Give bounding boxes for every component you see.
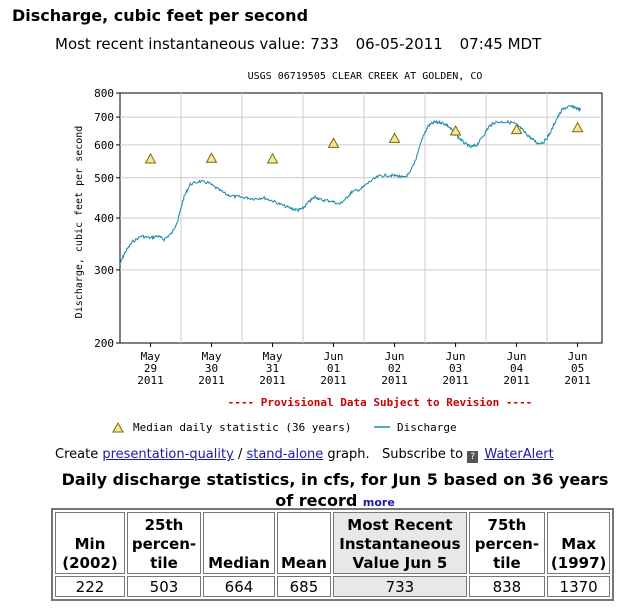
more-link[interactable]: more (362, 496, 395, 509)
x-tick-label: Jun 05 2011 (564, 350, 591, 387)
y-tick-label: 700 (94, 111, 114, 124)
x-tick-label-line: 05 (571, 362, 584, 375)
x-tick-label-line: May (141, 350, 161, 363)
stats-header-cell: 25th percen-tile (127, 512, 201, 574)
x-tick-label: Jun 04 2011 (503, 350, 530, 387)
median-marker (205, 152, 218, 163)
legend-discharge-label: Discharge (397, 421, 457, 434)
recent-time: 07:45 MDT (459, 35, 542, 53)
x-tick-label-line: 04 (510, 362, 524, 375)
stats-header-cell: Mean (277, 512, 331, 574)
discharge-series-line (119, 104, 582, 265)
stats-header-cell: Most Recent Instantaneous Value Jun 5 (332, 512, 467, 574)
chart-title: USGS 06719505 CLEAR CREEK AT GOLDEN, CO (248, 71, 483, 82)
x-tick-label-line: 2011 (564, 374, 591, 387)
x-tick-label: Jun 02 2011 (381, 350, 408, 387)
page-title: Discharge, cubic feet per second (12, 6, 309, 25)
x-tick-label-line: Jun (568, 350, 588, 363)
y-tick-label: 500 (94, 172, 114, 185)
stats-header-row: Min (2002) 25th percen-tile Median Mean … (55, 512, 611, 574)
presentation-quality-link[interactable]: presentation-quality (102, 447, 234, 462)
subscribe-text: Subscribe to (382, 447, 464, 462)
stats-value-row: 222 503 664 685 733 838 1370 (55, 576, 611, 597)
stats-value-cell: 664 (203, 576, 275, 597)
x-tick-label-line: 2011 (259, 374, 286, 387)
graph-links: Create presentation-quality / stand-alon… (55, 447, 554, 463)
recent-date: 06-05-2011 (355, 35, 443, 53)
median-marker (388, 132, 401, 143)
x-tick-label-line: 2011 (503, 374, 530, 387)
x-tick-label-line: May (263, 350, 283, 363)
link-separator: / (237, 447, 243, 462)
stats-value-cell: 1370 (546, 576, 611, 597)
legend: Median daily statistic (36 years) Discha… (112, 421, 457, 434)
x-tick-label-line: Jun (446, 350, 466, 363)
stats-value-cell: 685 (277, 576, 331, 597)
stats-title-text: Daily discharge statistics, in cfs, for … (61, 470, 609, 510)
stats-value-cell: 733 (332, 576, 467, 597)
stats-value-cell: 222 (55, 576, 125, 597)
wateralert-icon: ? (467, 451, 479, 463)
median-marker (327, 137, 340, 148)
median-marker (510, 123, 523, 135)
gridlines (120, 93, 602, 343)
wateralert-link[interactable]: WaterAlert (484, 447, 554, 462)
x-tick-label-line: 2011 (137, 374, 164, 387)
create-text: Create (55, 447, 99, 462)
stats-header-cell: 75th percen-tile (468, 512, 545, 574)
x-tick-label-line: 30 (205, 362, 218, 375)
legend-median-label: Median daily statistic (36 years) (133, 421, 352, 434)
x-tick-label-line: 2011 (381, 374, 408, 387)
x-tick-label-line: Jun (385, 350, 405, 363)
stats-header-cell: Median (203, 512, 275, 574)
stats-value-cell: 838 (468, 576, 545, 597)
y-tick-label: 300 (94, 264, 114, 277)
x-tick-label-line: Jun (324, 350, 344, 363)
y-axis-label: Discharge, cubic feet per second (74, 126, 85, 319)
recent-value-line: Most recent instantaneous value: 733 06-… (55, 35, 553, 53)
y-tick-label: 800 (94, 87, 114, 100)
x-tick-label-line: May (202, 350, 222, 363)
median-marker (571, 121, 584, 133)
x-tick-label-line: 31 (266, 362, 279, 375)
y-tick-label: 600 (94, 139, 114, 152)
x-tick-label: Jun 01 2011 (320, 350, 347, 387)
x-tick-label-line: 2011 (320, 374, 347, 387)
x-tick-label-line: 2011 (442, 374, 469, 387)
x-tick-label-line: 02 (388, 362, 401, 375)
x-tick-label: May 30 2011 (198, 350, 225, 387)
graph-text: graph. (327, 447, 370, 462)
stats-value-cell: 503 (127, 576, 201, 597)
y-axis-ticks: 800 700 600 500 400 300 200 (94, 87, 120, 350)
stats-title: Daily discharge statistics, in cfs, for … (50, 469, 620, 513)
legend-median-marker (112, 421, 124, 433)
x-tick-label-line: 2011 (198, 374, 225, 387)
x-tick-label: May 29 2011 (137, 350, 164, 387)
median-marker (266, 152, 279, 164)
provisional-note: ---- Provisional Data Subject to Revisio… (228, 396, 533, 409)
y-tick-label: 200 (94, 337, 114, 350)
y-tick-label: 400 (94, 212, 114, 225)
recent-value: Most recent instantaneous value: 733 (55, 35, 339, 53)
x-tick-label: May 31 2011 (259, 350, 286, 387)
x-tick-label-line: 29 (144, 362, 157, 375)
stats-header-cell: Max (1997) (546, 512, 611, 574)
stand-alone-link[interactable]: stand-alone (246, 447, 324, 462)
x-tick-label: Jun 03 2011 (442, 350, 469, 387)
median-markers (144, 121, 584, 164)
stats-table: Min (2002) 25th percen-tile Median Mean … (51, 508, 615, 601)
median-marker (144, 152, 157, 164)
stats-header-cell: Min (2002) (55, 512, 125, 574)
x-tick-label-line: 03 (449, 362, 462, 375)
discharge-chart: USGS 06719505 CLEAR CREEK AT GOLDEN, CO … (74, 71, 603, 434)
x-tick-label-line: Jun (507, 350, 527, 363)
x-tick-label-line: 01 (327, 362, 340, 375)
median-marker (449, 124, 462, 136)
